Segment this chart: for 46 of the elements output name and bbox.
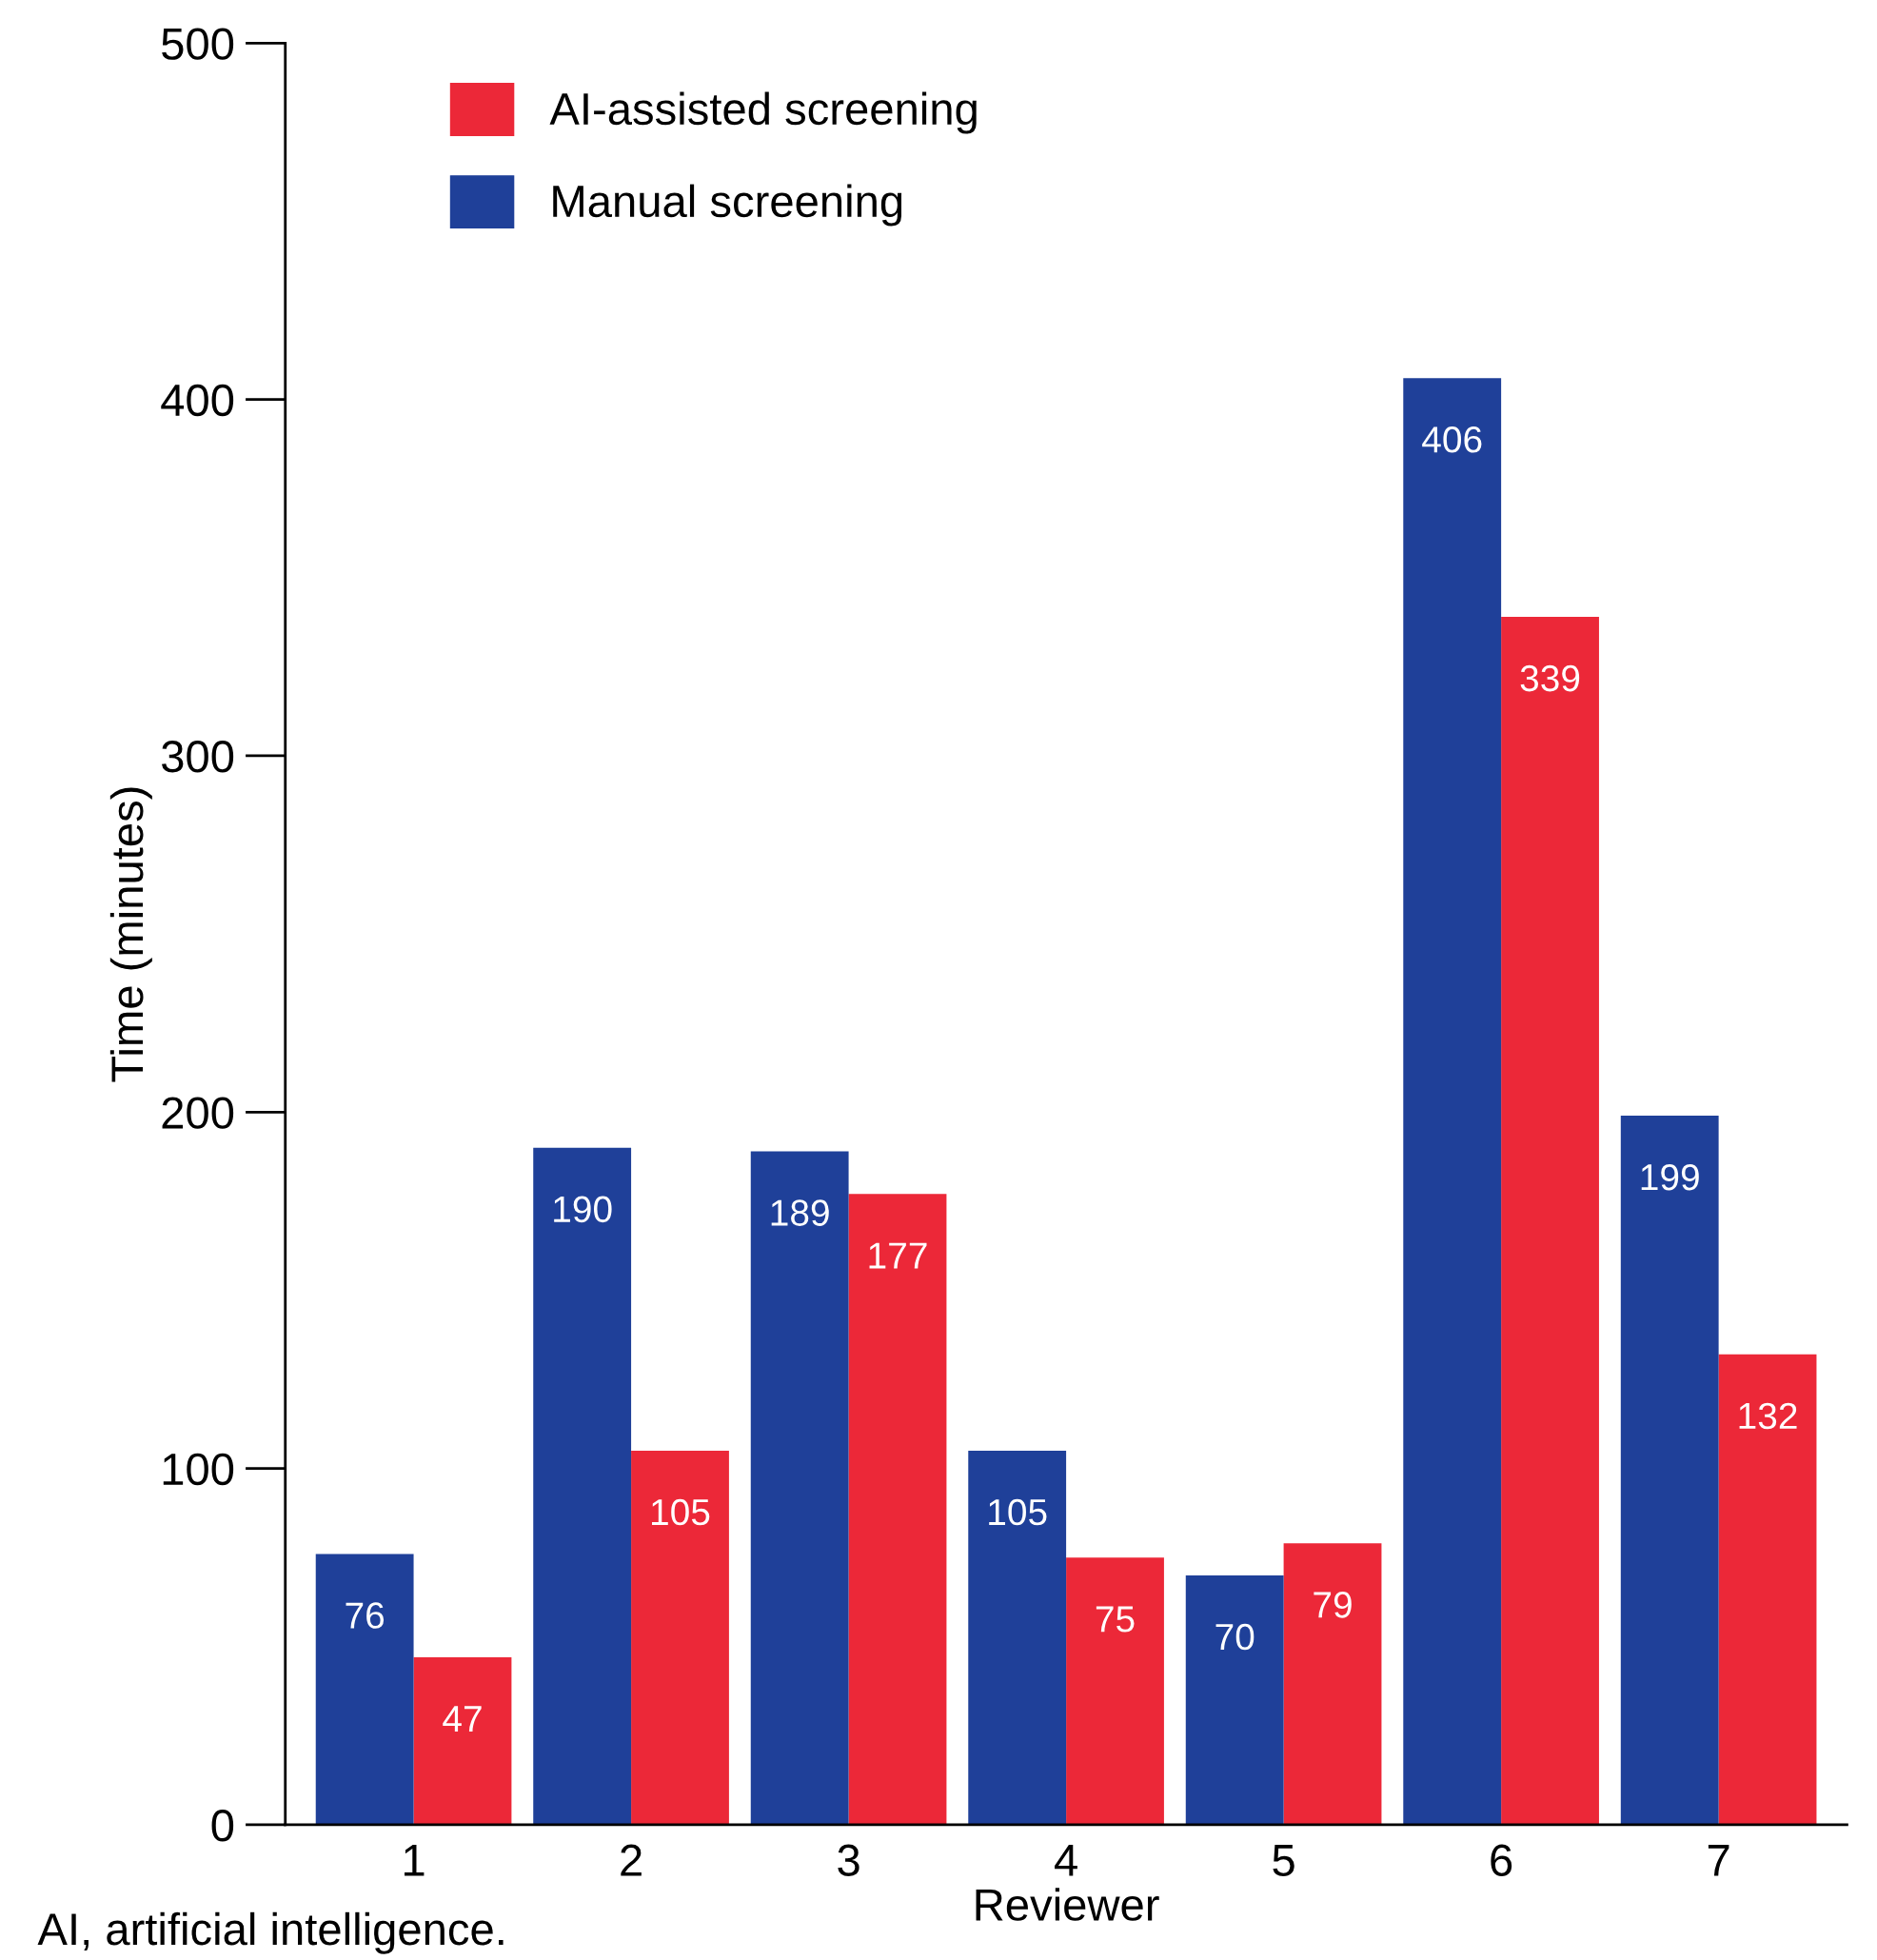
data-label: 76: [346, 1602, 385, 1629]
data-label: 177: [869, 1242, 927, 1269]
bar: [1620, 1116, 1719, 1825]
x-tick-label: 6: [1491, 1844, 1512, 1877]
bar: [968, 1450, 1067, 1825]
data-label: 190: [554, 1196, 612, 1223]
data-label: 199: [1641, 1163, 1699, 1191]
y-tick-label: 400: [161, 384, 234, 417]
bar: [1501, 616, 1599, 1825]
y-tick-label: 100: [163, 1453, 234, 1486]
data-label: 79: [1314, 1592, 1352, 1618]
y-tick-label: 500: [162, 28, 234, 60]
data-label: 47: [443, 1706, 482, 1732]
y-tick-label: 300: [161, 741, 234, 773]
bar: [848, 1194, 947, 1825]
bar: [1283, 1543, 1382, 1825]
x-tick-label: 1: [405, 1845, 425, 1876]
bar: [315, 1554, 414, 1825]
legend-label: Manual screening: [553, 184, 902, 227]
data-label: 105: [989, 1498, 1047, 1526]
x-tick-label: 3: [838, 1844, 859, 1877]
y-tick-label: 0: [211, 1810, 234, 1842]
data-label: 132: [1739, 1402, 1797, 1430]
data-label: 189: [771, 1199, 829, 1226]
bar: [413, 1657, 512, 1825]
legend-label: AI-assisted screening: [549, 91, 977, 134]
x-tick-label: 2: [621, 1844, 642, 1876]
data-label: 105: [652, 1498, 710, 1526]
text: AI, artificial intelligence.: [37, 1911, 504, 1954]
data-label: 75: [1096, 1606, 1135, 1633]
x-axis-title: Reviewer: [976, 1888, 1159, 1921]
data-label: 339: [1520, 664, 1580, 692]
y-tick-label: 200: [162, 1097, 234, 1129]
bar: [1403, 378, 1502, 1825]
bar: [1718, 1354, 1817, 1825]
data-label: 406: [1422, 426, 1482, 453]
bar: [631, 1450, 729, 1825]
bar: [1185, 1574, 1284, 1825]
x-tick-label: 7: [1708, 1845, 1729, 1876]
data-label: 70: [1215, 1623, 1255, 1651]
x-tick-label: 5: [1273, 1845, 1294, 1877]
bar: [1066, 1557, 1164, 1825]
bar: [750, 1151, 849, 1825]
x-tick-label: 4: [1055, 1845, 1077, 1876]
y-axis-title: Time (minutes): [109, 787, 152, 1082]
bar: [533, 1147, 632, 1825]
